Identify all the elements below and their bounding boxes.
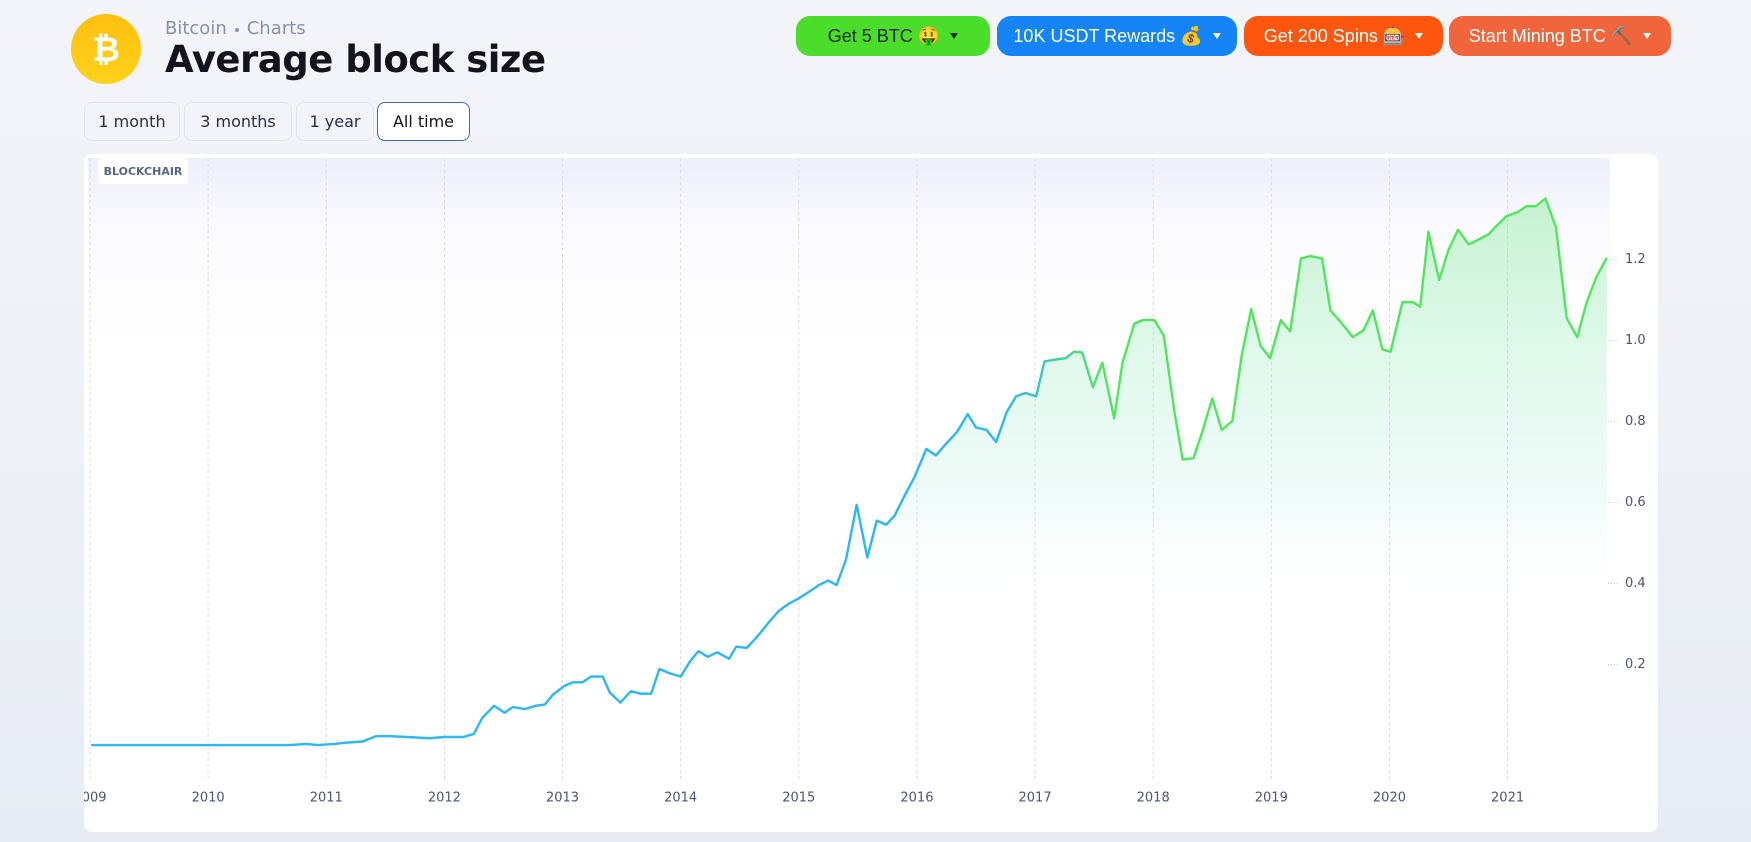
x-tick-label: 2010 xyxy=(192,791,225,806)
page-title: Average block size xyxy=(165,38,546,81)
x-tick-label: 2018 xyxy=(1137,791,1170,806)
promo-button[interactable]: 10K USDT Rewards 💰 xyxy=(997,16,1237,56)
x-tick-label: 2009 xyxy=(84,791,107,806)
dropdown-arrow xyxy=(1212,33,1221,39)
promo-button-label: Start Mining BTC ⛏️ xyxy=(1468,25,1634,46)
separator xyxy=(234,28,239,32)
y-tick-label: 0.4 xyxy=(1625,576,1646,591)
range-tab[interactable]: 1 month xyxy=(84,102,180,141)
breadcrumb-item[interactable]: Bitcoin xyxy=(165,18,227,39)
bitcoin-logo: ₿ xyxy=(71,14,141,84)
promo-button[interactable]: Start Mining BTC ⛏️ xyxy=(1449,16,1671,56)
dropdown-arrow xyxy=(1643,33,1652,39)
svg-text:₿: ₿ xyxy=(92,30,120,70)
y-tick-label: 0.2 xyxy=(1625,657,1646,672)
x-tick-label: 2012 xyxy=(428,791,461,806)
breadcrumb: Bitcoin Charts xyxy=(165,18,306,39)
x-tick-label: 2021 xyxy=(1491,791,1524,806)
range-tab[interactable]: All time xyxy=(377,102,470,141)
x-tick-label: 2016 xyxy=(900,791,933,806)
watermark: BLOCKCHAIR xyxy=(104,165,183,178)
y-tick-label: 1.2 xyxy=(1625,252,1646,267)
line xyxy=(91,197,1608,747)
x-tick-label: 2017 xyxy=(1019,791,1052,806)
y-tick-label: 1.0 xyxy=(1625,333,1646,348)
range-tab[interactable]: 3 months xyxy=(184,102,292,141)
range-tab-label: All time xyxy=(392,112,455,131)
chart-panel: BLOCKCHAIR 2009 2010 2011 2012 2013 2014 2015 2… xyxy=(84,154,1658,832)
range-tab-label: 1 year xyxy=(309,112,361,131)
area xyxy=(91,198,1607,746)
x-tick-label: 2020 xyxy=(1373,791,1406,806)
watermark-badge xyxy=(98,158,188,184)
x-tick-label: 2011 xyxy=(310,791,343,806)
y-tick-label: 0.6 xyxy=(1625,495,1646,510)
range-tab[interactable]: 1 year xyxy=(296,102,374,141)
x-tick-label: 2014 xyxy=(664,791,697,806)
breadcrumb-item[interactable]: Charts xyxy=(246,18,306,39)
x-tick-label: 2019 xyxy=(1255,791,1288,806)
promo-button[interactable]: Get 200 Spins 🎰 xyxy=(1244,16,1443,56)
dropdown-arrow xyxy=(950,33,959,39)
x-tick-label: 2015 xyxy=(782,791,815,806)
promo-button[interactable]: Get 5 BTC 🤑 xyxy=(796,16,990,56)
promo-button-label: 10K USDT Rewards 💰 xyxy=(1013,25,1203,46)
chart: BLOCKCHAIR 2009 2010 2011 2012 2013 2014 2015 2… xyxy=(84,158,1646,806)
y-tick-label: 0.8 xyxy=(1625,414,1646,429)
dropdown-arrow xyxy=(1415,33,1424,39)
promo-button-label: Get 200 Spins 🎰 xyxy=(1263,25,1406,46)
x-tick-label: 2013 xyxy=(546,791,579,806)
promo-button-label: Get 5 BTC 🤑 xyxy=(827,25,941,46)
range-tab-label: 3 months xyxy=(200,112,276,131)
range-tab-label: 1 month xyxy=(98,112,166,131)
